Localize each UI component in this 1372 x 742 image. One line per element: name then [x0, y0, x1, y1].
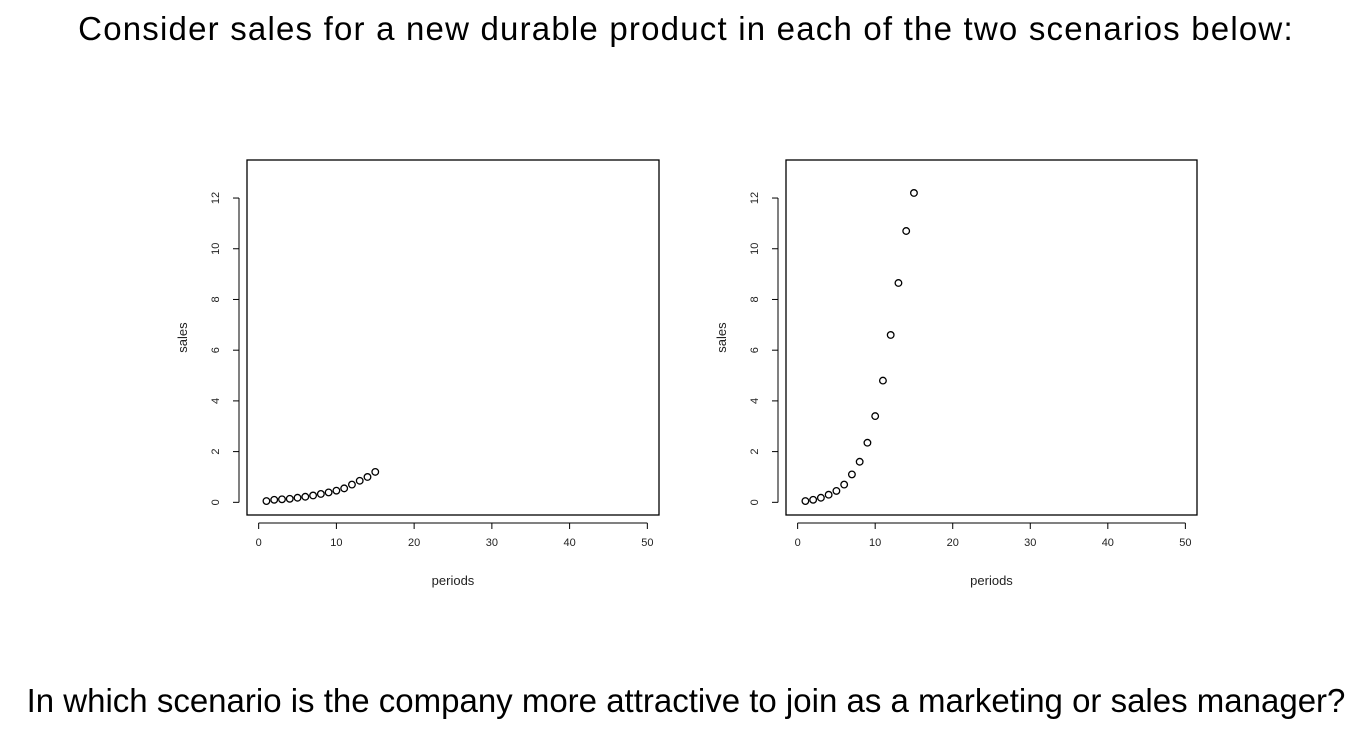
data-point [347, 480, 356, 489]
data-point [340, 484, 349, 493]
data-point [270, 495, 279, 504]
y-tick-label: 6 [210, 347, 222, 353]
data-point [309, 491, 318, 500]
data-point [301, 492, 310, 501]
y-tick-label: 10 [749, 243, 761, 255]
y-axis-title: sales [175, 322, 190, 353]
x-axis-title: periods [970, 573, 1013, 588]
data-point [910, 189, 918, 197]
x-tick-label: 40 [1102, 537, 1114, 549]
data-point [878, 376, 887, 385]
data-point [832, 486, 841, 495]
data-point [816, 493, 825, 502]
x-tick-label: 0 [795, 537, 801, 549]
data-point [278, 495, 286, 504]
data-point [840, 480, 849, 489]
data-point [886, 331, 895, 339]
x-tick-label: 10 [330, 537, 342, 549]
data-point [262, 497, 271, 506]
y-tick-label: 4 [210, 398, 222, 404]
y-tick-label: 0 [749, 499, 761, 505]
data-point [371, 467, 380, 476]
x-tick-label: 50 [1179, 537, 1191, 549]
data-point [316, 490, 325, 498]
x-tick-label: 20 [408, 537, 420, 549]
data-point [847, 470, 856, 479]
x-axis-title: periods [432, 573, 475, 588]
data-point [355, 476, 364, 485]
data-point [863, 438, 872, 447]
x-tick-label: 20 [947, 537, 959, 549]
y-tick-label: 2 [210, 449, 222, 455]
data-point [894, 279, 903, 287]
y-tick-label: 2 [749, 449, 761, 455]
data-point [871, 412, 880, 421]
x-tick-label: 30 [486, 537, 498, 549]
y-tick-label: 0 [210, 499, 222, 505]
data-point [363, 473, 372, 481]
data-point [293, 493, 302, 502]
plot-frame [246, 159, 660, 516]
data-point [809, 495, 818, 504]
x-tick-label: 40 [563, 537, 575, 549]
data-point [855, 457, 864, 466]
plot-frame [785, 159, 1198, 516]
y-tick-label: 12 [210, 192, 222, 204]
data-point [801, 497, 810, 506]
x-tick-label: 10 [869, 537, 881, 549]
y-tick-label: 6 [749, 347, 761, 353]
y-tick-label: 8 [210, 296, 222, 302]
data-point [824, 490, 833, 499]
y-tick-label: 12 [749, 192, 761, 204]
x-tick-label: 30 [1024, 537, 1036, 549]
y-axis-title: sales [714, 322, 729, 353]
y-tick-label: 8 [749, 296, 761, 302]
x-tick-label: 50 [641, 537, 653, 549]
data-point [332, 486, 341, 495]
data-point [285, 494, 294, 503]
y-tick-label: 10 [210, 243, 222, 255]
x-tick-label: 0 [256, 537, 262, 549]
y-tick-label: 4 [749, 398, 761, 404]
heading: Consider sales for a new durable product… [78, 10, 1294, 47]
data-point [324, 488, 333, 497]
question: In which scenario is the company more at… [26, 682, 1346, 719]
data-point [902, 227, 911, 235]
